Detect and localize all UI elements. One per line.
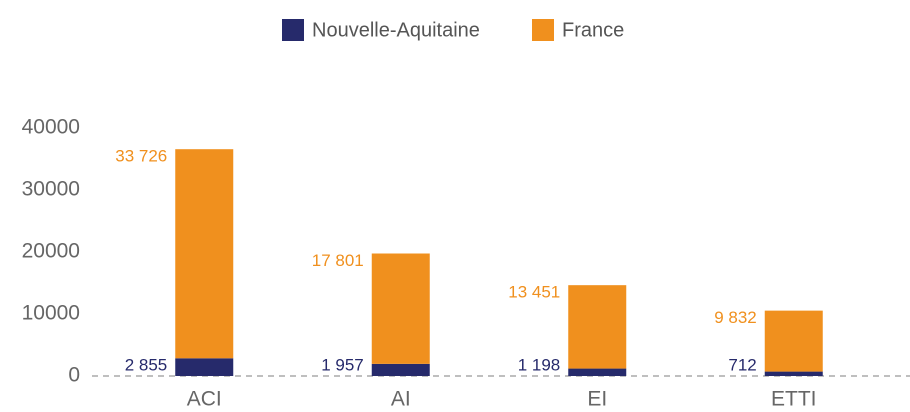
bar-segment <box>371 363 430 376</box>
y-tick-label: 0 <box>68 364 80 387</box>
x-tick-label: EI <box>587 388 607 411</box>
value-label: 33 726 <box>115 147 167 166</box>
x-tick-label: ETTI <box>771 388 817 411</box>
value-label: 2 855 <box>125 355 168 374</box>
legend-swatch <box>532 19 554 41</box>
x-tick-label: ACI <box>187 388 222 411</box>
value-label: 712 <box>728 355 756 374</box>
value-label: 17 801 <box>312 251 364 270</box>
value-label: 1 957 <box>321 355 364 374</box>
bar-segment <box>764 371 823 376</box>
bar-segment <box>568 285 627 369</box>
value-label: 1 198 <box>518 355 561 374</box>
legend-label: Nouvelle-Aquitaine <box>312 19 480 41</box>
y-tick-label: 40000 <box>22 116 80 139</box>
value-label: 9 832 <box>714 308 757 327</box>
x-tick-label: AI <box>391 388 411 411</box>
value-label: 13 451 <box>508 283 560 302</box>
legend-swatch <box>282 19 304 41</box>
bar-segment <box>568 368 627 376</box>
y-tick-label: 30000 <box>22 178 80 201</box>
bar-segment <box>175 358 234 376</box>
y-tick-label: 20000 <box>22 240 80 263</box>
bar-segment <box>371 253 430 364</box>
bar-segment <box>175 149 234 359</box>
legend-label: France <box>562 19 624 41</box>
bar-segment <box>764 310 823 372</box>
y-tick-label: 10000 <box>22 302 80 325</box>
